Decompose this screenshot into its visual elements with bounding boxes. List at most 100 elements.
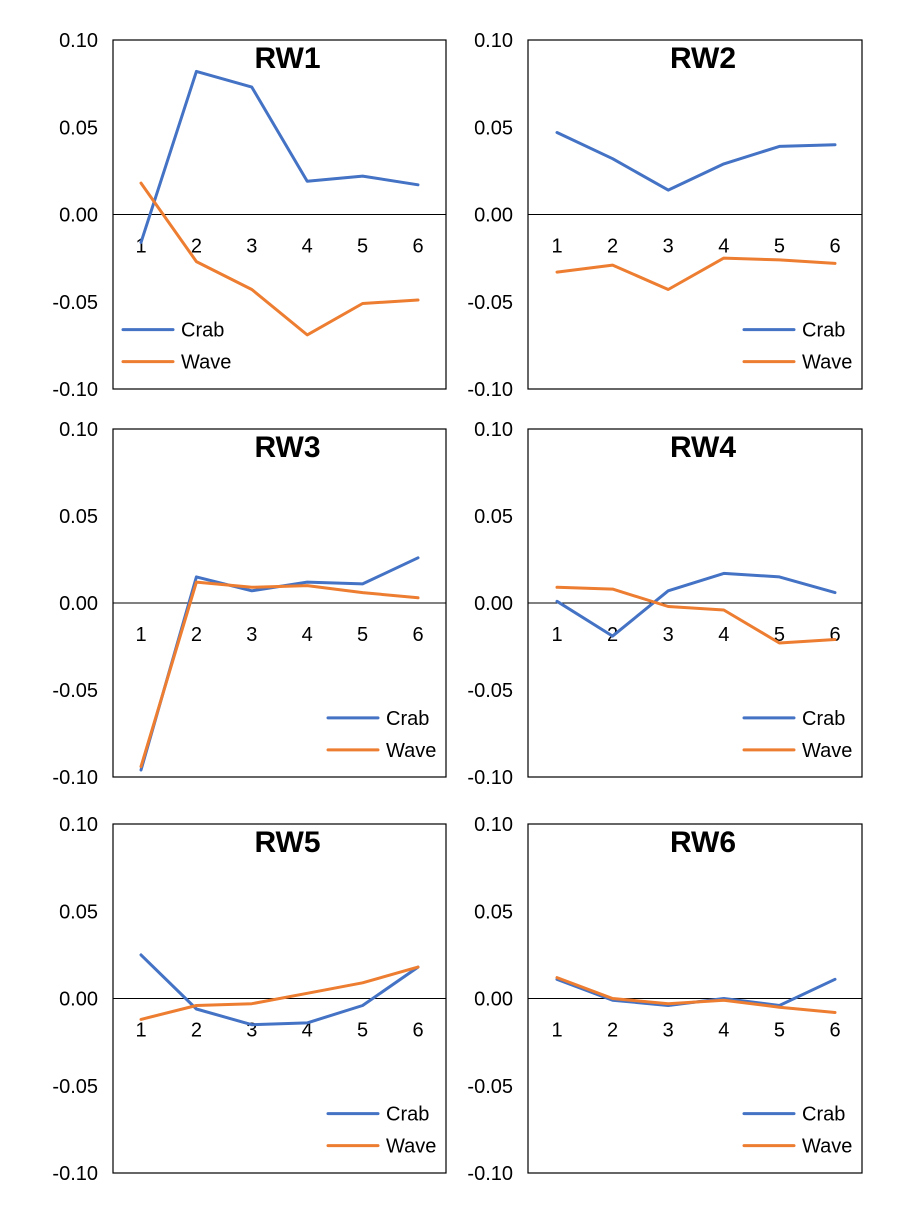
y-tick-label: -0.05 (467, 680, 513, 702)
y-tick-label: 0.10 (59, 30, 98, 52)
series-line-wave (555, 256, 837, 291)
series-line-crab (555, 131, 837, 192)
x-tick-label: 3 (246, 236, 257, 258)
x-tick-label: 1 (551, 624, 562, 646)
y-tick-label: 0.00 (474, 593, 513, 615)
x-tick-label: 2 (191, 624, 202, 646)
x-tick-label: 4 (718, 624, 729, 646)
legend-label-crab: Crab (802, 708, 845, 730)
y-tick-label: 0.10 (474, 419, 513, 441)
series-line-wave (139, 965, 420, 1021)
series-line-crab (139, 953, 420, 1027)
chart-title: RW4 (670, 431, 736, 464)
y-tick-label: 0.10 (474, 814, 513, 836)
x-tick-label: 4 (302, 624, 313, 646)
chart-title: RW5 (254, 826, 320, 859)
y-tick-label: 0.00 (59, 593, 98, 615)
series-line-wave (555, 976, 837, 1014)
y-tick-label: 0.05 (474, 901, 513, 923)
y-tick-label: 0.10 (59, 419, 98, 441)
series-line-crab (555, 571, 837, 638)
x-tick-label: 1 (551, 236, 562, 258)
legend-label-wave: Wave (386, 1136, 436, 1158)
legend-label-wave: Wave (386, 740, 436, 762)
legend-label-wave: Wave (802, 352, 852, 374)
x-tick-label: 4 (718, 236, 729, 258)
x-tick-label: 2 (607, 236, 618, 258)
y-tick-label: 0.10 (474, 30, 513, 52)
series-line-wave (139, 181, 420, 337)
series-line-wave (555, 585, 837, 645)
chart-panel-1: 0.10 0.05 0.00 -0.05 -0.10 1 2 3 4 5 6 RW1 Crab Wave (52, 30, 447, 401)
y-tick-label: 0.05 (474, 506, 513, 528)
y-tick-label: 0.05 (474, 117, 513, 139)
y-tick-label: -0.10 (52, 767, 98, 789)
chart-panel-2: 0.10 0.05 0.00 -0.05 -0.10 1 2 3 4 5 6 RW2 Crab Wave (467, 30, 863, 401)
x-tick-label: 1 (135, 624, 146, 646)
x-tick-label: 3 (663, 236, 674, 258)
x-tick-label: 6 (829, 236, 840, 258)
x-tick-label: 3 (246, 1020, 257, 1042)
chart-title: RW6 (670, 826, 736, 859)
y-tick-label: -0.10 (52, 379, 98, 401)
chart-panel-5: 0.10 0.05 0.00 -0.05 -0.10 1 2 3 4 5 6 RW5 Crab Wave (52, 814, 447, 1185)
legend-label-wave: Wave (802, 1136, 852, 1158)
legend-label-crab: Crab (181, 320, 224, 342)
legend-label-crab: Crab (802, 1104, 845, 1126)
x-tick-label: 3 (663, 1020, 674, 1042)
y-tick-label: -0.05 (52, 680, 98, 702)
x-tick-label: 3 (663, 624, 674, 646)
x-tick-label: 3 (246, 624, 257, 646)
legend-label-wave: Wave (802, 740, 852, 762)
x-tick-label: 6 (412, 236, 423, 258)
x-tick-label: 6 (829, 624, 840, 646)
y-tick-label: 0.05 (59, 506, 98, 528)
y-tick-label: -0.10 (52, 1163, 98, 1185)
y-tick-label: -0.05 (467, 1076, 513, 1098)
y-tick-label: 0.00 (59, 989, 98, 1011)
y-tick-label: -0.10 (467, 379, 513, 401)
x-tick-label: 5 (774, 236, 785, 258)
x-tick-label: 5 (357, 236, 368, 258)
series-line-crab (139, 556, 420, 772)
x-tick-label: 5 (774, 1020, 785, 1042)
x-tick-label: 2 (191, 1020, 202, 1042)
chart-title: RW3 (254, 431, 320, 464)
chart-panel-6: 0.10 0.05 0.00 -0.05 -0.10 1 2 3 4 5 6 RW6 Crab Wave (467, 814, 863, 1185)
y-tick-label: -0.05 (467, 292, 513, 314)
x-tick-label: 6 (412, 1020, 423, 1042)
y-tick-label: 0.00 (59, 205, 98, 227)
series-line-crab (139, 69, 420, 244)
x-tick-label: 1 (551, 1020, 562, 1042)
chart-title: RW1 (254, 42, 320, 75)
y-tick-label: -0.05 (52, 292, 98, 314)
x-tick-label: 4 (302, 1020, 313, 1042)
x-tick-label: 6 (412, 624, 423, 646)
legend-label-crab: Crab (802, 320, 845, 342)
chart-title: RW2 (670, 42, 736, 75)
y-tick-label: 0.00 (474, 205, 513, 227)
x-tick-label: 6 (829, 1020, 840, 1042)
x-tick-label: 5 (357, 1020, 368, 1042)
y-tick-label: -0.10 (467, 767, 513, 789)
y-tick-label: 0.05 (59, 117, 98, 139)
x-tick-label: 2 (607, 1020, 618, 1042)
legend-label-wave: Wave (181, 352, 231, 374)
y-tick-label: -0.10 (467, 1163, 513, 1185)
x-tick-label: 1 (135, 1020, 146, 1042)
x-tick-label: 4 (718, 1020, 729, 1042)
legend-label-crab: Crab (386, 1104, 429, 1126)
x-tick-label: 5 (357, 624, 368, 646)
y-tick-label: -0.05 (52, 1076, 98, 1098)
x-tick-label: 4 (302, 236, 313, 258)
series-line-wave (139, 580, 420, 769)
y-tick-label: 0.00 (474, 989, 513, 1011)
y-tick-label: 0.05 (59, 901, 98, 923)
legend-label-crab: Crab (386, 708, 429, 730)
chart-panel-3: 0.10 0.05 0.00 -0.05 -0.10 1 2 3 4 5 6 RW3 Crab Wave (52, 419, 447, 789)
y-tick-label: 0.10 (59, 814, 98, 836)
x-tick-label: 1 (135, 236, 146, 258)
x-tick-label: 2 (191, 236, 202, 258)
